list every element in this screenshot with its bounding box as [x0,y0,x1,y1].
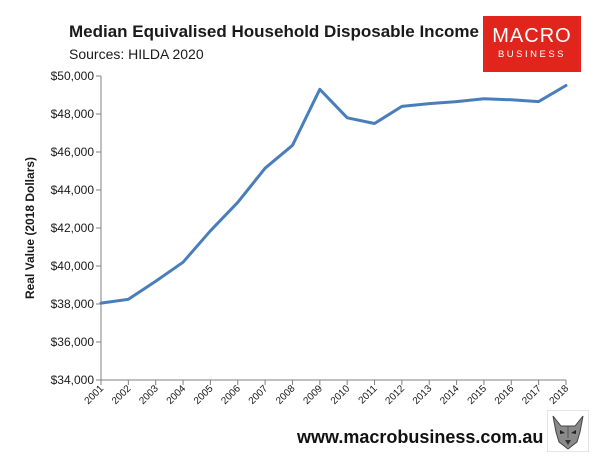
x-tick-label: 2006 [219,383,243,407]
series-group [99,84,568,305]
x-tick-label: 2015 [466,383,490,407]
x-tick-label: 2002 [110,383,134,407]
y-axis-ticks: $34,000 $36,000 $38,000 $40,000 $42,000 $44,0… [51,69,101,387]
x-tick-label: 2013 [411,383,435,407]
chart-axes [100,76,566,381]
x-tick-label: 2008 [274,383,298,407]
y-tick-label: $48,000 [51,107,95,121]
footer-url: www.macrobusiness.com.au [297,427,544,447]
y-tick-label: $34,000 [51,373,95,387]
x-tick-label: 2011 [357,383,380,406]
y-tick-label: $42,000 [51,221,95,235]
logo-line-business: BUSINESS [497,49,567,60]
wolf-icon [547,410,589,452]
x-tick-label: 2005 [192,383,216,407]
chart-subtitle: Sources: HILDA 2020 [69,46,204,62]
x-tick-label: 2009 [301,383,325,407]
y-tick-label: $46,000 [51,145,95,159]
x-tick-label: 2007 [247,383,271,407]
logo-line-macro: MACRO [492,25,572,47]
x-tick-label: 2016 [493,383,517,407]
x-tick-label: 2010 [329,383,353,407]
x-tick-label: 2012 [383,383,407,407]
x-tick-label: 2004 [165,383,189,407]
y-tick-label: $50,000 [51,69,95,83]
x-tick-label: 2018 [548,383,572,407]
y-tick-label: $40,000 [51,259,95,273]
y-tick-label: $38,000 [51,297,95,311]
x-tick-label: 2017 [520,383,544,407]
y-tick-label: $44,000 [51,183,95,197]
y-tick-label: $36,000 [51,335,95,349]
macrobusiness-logo: MACRO BUSINESS [483,16,581,72]
x-axis-ticks: 2001 2002 2003 2004 2005 2006 2007 2008 2009 2010… [83,380,572,407]
x-tick-label: 2014 [438,383,462,407]
x-tick-label: 2003 [137,383,161,407]
y-axis-label: Real Value (2018 Dollars) [23,156,37,300]
series-line [99,84,568,305]
chart-title: Median Equivalised Household Disposable … [69,22,479,41]
